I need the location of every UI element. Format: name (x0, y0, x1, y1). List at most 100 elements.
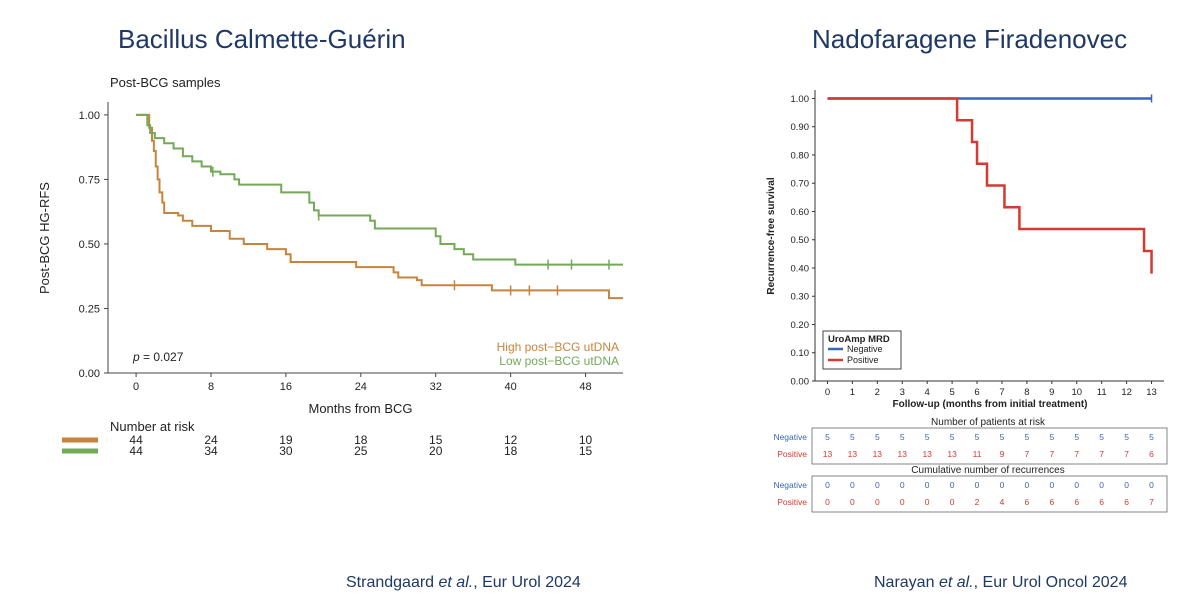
left-risk-cell: 24 (204, 433, 218, 447)
left-x-tick-label: 8 (208, 381, 214, 393)
right-risk-table-cell: 13 (922, 449, 932, 459)
right-x-tick-label: 7 (999, 387, 1004, 398)
right-y-tick-label: 0.80 (791, 150, 810, 161)
left-risk-cell: 15 (429, 433, 443, 447)
right-risk-table-title: Number of patients at risk (931, 417, 1046, 428)
left-legend-entry: Low post−BCG utDNA (499, 354, 619, 368)
right-risk-table-cell: 5 (1000, 432, 1005, 442)
right-cumulative-table-cell: 6 (1049, 497, 1054, 507)
left-y-tick-label: 0.00 (79, 368, 100, 380)
left-x-tick-label: 40 (505, 381, 517, 393)
left-series-line (136, 113, 623, 300)
right-risk-table-cell: 13 (848, 449, 858, 459)
right-cumulative-table-cell: 6 (1074, 497, 1079, 507)
right-cumulative-table-cell: 0 (1025, 480, 1030, 490)
right-citation: Narayan et al., Eur Urol Oncol 2024 (874, 574, 1127, 592)
left-risk-cell: 18 (504, 444, 518, 458)
left-risk-cell: 12 (504, 433, 518, 447)
right-cumulative-table-cell: 0 (825, 480, 830, 490)
right-y-tick-label: 0.00 (791, 377, 810, 388)
right-risk-table-cell: 11 (973, 449, 982, 459)
left-citation: Strandgaard et al., Eur Urol 2024 (346, 574, 581, 592)
right-risk-table-cell: 5 (825, 432, 830, 442)
right-legend-title: UroAmp MRD (828, 334, 890, 345)
right-x-axis-label: Follow-up (months from initial treatment… (893, 399, 1088, 410)
right-risk-table-cell: 5 (1124, 432, 1129, 442)
right-risk-table-cell: 5 (975, 432, 980, 442)
left-x-tick-label: 24 (355, 381, 367, 393)
right-y-tick-label: 0.90 (791, 122, 810, 133)
right-cumulative-table-cell: 0 (975, 480, 980, 490)
right-cumulative-table-box (811, 475, 1168, 513)
right-cumulative-table-cell: 0 (1074, 480, 1079, 490)
left-series-line (136, 113, 623, 266)
right-cumulative-table-cell: 0 (950, 497, 955, 507)
left-legend-entry: High post−BCG utDNA (497, 340, 619, 354)
right-cumulative-table-cell: 0 (1099, 480, 1104, 490)
left-citation-etal: et al. (438, 574, 474, 591)
right-risk-table-row-label: Negative (773, 432, 807, 442)
right-citation-rest: , Eur Urol Oncol 2024 (973, 574, 1128, 591)
right-y-tick-label: 0.60 (791, 207, 810, 218)
right-x-tick-label: 5 (949, 387, 954, 398)
right-risk-table-cell: 13 (873, 449, 883, 459)
right-y-tick-label: 1.00 (791, 94, 810, 105)
right-cumulative-table-cell: 6 (1099, 497, 1104, 507)
right-risk-table-cell: 13 (823, 449, 833, 459)
left-x-tick-label: 0 (133, 381, 139, 393)
right-cumulative-table-cell: 0 (825, 497, 830, 507)
right-heading: Nadofaragene Firadenovec (812, 24, 1128, 54)
left-x-tick-label: 48 (579, 381, 591, 393)
left-heading: Bacillus Calmette-Guérin (118, 24, 406, 54)
right-risk-table-cell: 5 (850, 432, 855, 442)
right-legend-entry: Negative (847, 344, 883, 354)
right-cumulative-table-cell: 6 (1025, 497, 1030, 507)
left-risk-cell: 15 (579, 444, 593, 458)
right-risk-table-cell: 5 (950, 432, 955, 442)
right-cumulative-table-title: Cumulative number of recurrences (911, 465, 1064, 476)
left-citation-authors: Strandgaard (346, 574, 435, 591)
right-cumulative-table-cell: 0 (850, 480, 855, 490)
right-risk-table-cell: 7 (1099, 449, 1104, 459)
right-cumulative-table-cell: 0 (850, 497, 855, 507)
left-x-tick-label: 32 (430, 381, 442, 393)
left-y-tick-label: 0.50 (79, 239, 100, 251)
left-risk-cell: 10 (579, 433, 593, 447)
left-x-axis-label: Months from BCG (308, 401, 412, 416)
right-y-axis-label: Recurrence-free survival (766, 177, 777, 295)
right-risk-table-row-label: Positive (777, 449, 807, 459)
left-chart-title: Post-BCG samples (110, 75, 221, 90)
right-risk-table-cell: 7 (1025, 449, 1030, 459)
right-risk-table-cell: 7 (1074, 449, 1079, 459)
right-cumulative-table-cell: 0 (900, 480, 905, 490)
right-risk-table-cell: 5 (1074, 432, 1079, 442)
left-risk-cell: 18 (354, 433, 368, 447)
right-legend-entry: Positive (847, 355, 879, 365)
right-x-tick-label: 13 (1146, 387, 1157, 398)
left-risk-cell: 25 (354, 444, 368, 458)
right-series-line (827, 97, 1153, 274)
right-x-tick-label: 4 (925, 387, 930, 398)
right-cumulative-table-cell: 0 (1049, 480, 1054, 490)
right-cumulative-table-cell: 0 (1000, 480, 1005, 490)
left-y-axis-label: Post-BCG HG-RFS (37, 182, 52, 294)
right-cumulative-table-cell: 0 (925, 480, 930, 490)
left-risk-cell: 19 (279, 433, 293, 447)
right-risk-table-cell: 5 (900, 432, 905, 442)
right-cumulative-table-cell: 2 (975, 497, 980, 507)
right-x-tick-label: 12 (1121, 387, 1132, 398)
right-risk-table-cell: 6 (1149, 449, 1154, 459)
right-citation-authors: Narayan (874, 574, 935, 591)
right-risk-table-cell: 13 (947, 449, 957, 459)
right-x-tick-label: 1 (850, 387, 855, 398)
right-cumulative-table-cell: 7 (1149, 497, 1154, 507)
left-risk-cell: 44 (129, 444, 143, 458)
right-y-tick-label: 0.30 (791, 292, 810, 303)
right-cumulative-table-cell: 0 (1149, 480, 1154, 490)
right-km-chart: 0.00 0.10 0.20 0.30 0.40 0.50 0.60 0.70 0.80 0.90… (766, 90, 1168, 513)
right-x-tick-label: 2 (875, 387, 880, 398)
left-x-tick-label: 16 (280, 381, 292, 393)
right-risk-table-cell: 5 (925, 432, 930, 442)
left-y-tick-label: 1.00 (79, 110, 100, 122)
right-x-tick-label: 3 (900, 387, 905, 398)
